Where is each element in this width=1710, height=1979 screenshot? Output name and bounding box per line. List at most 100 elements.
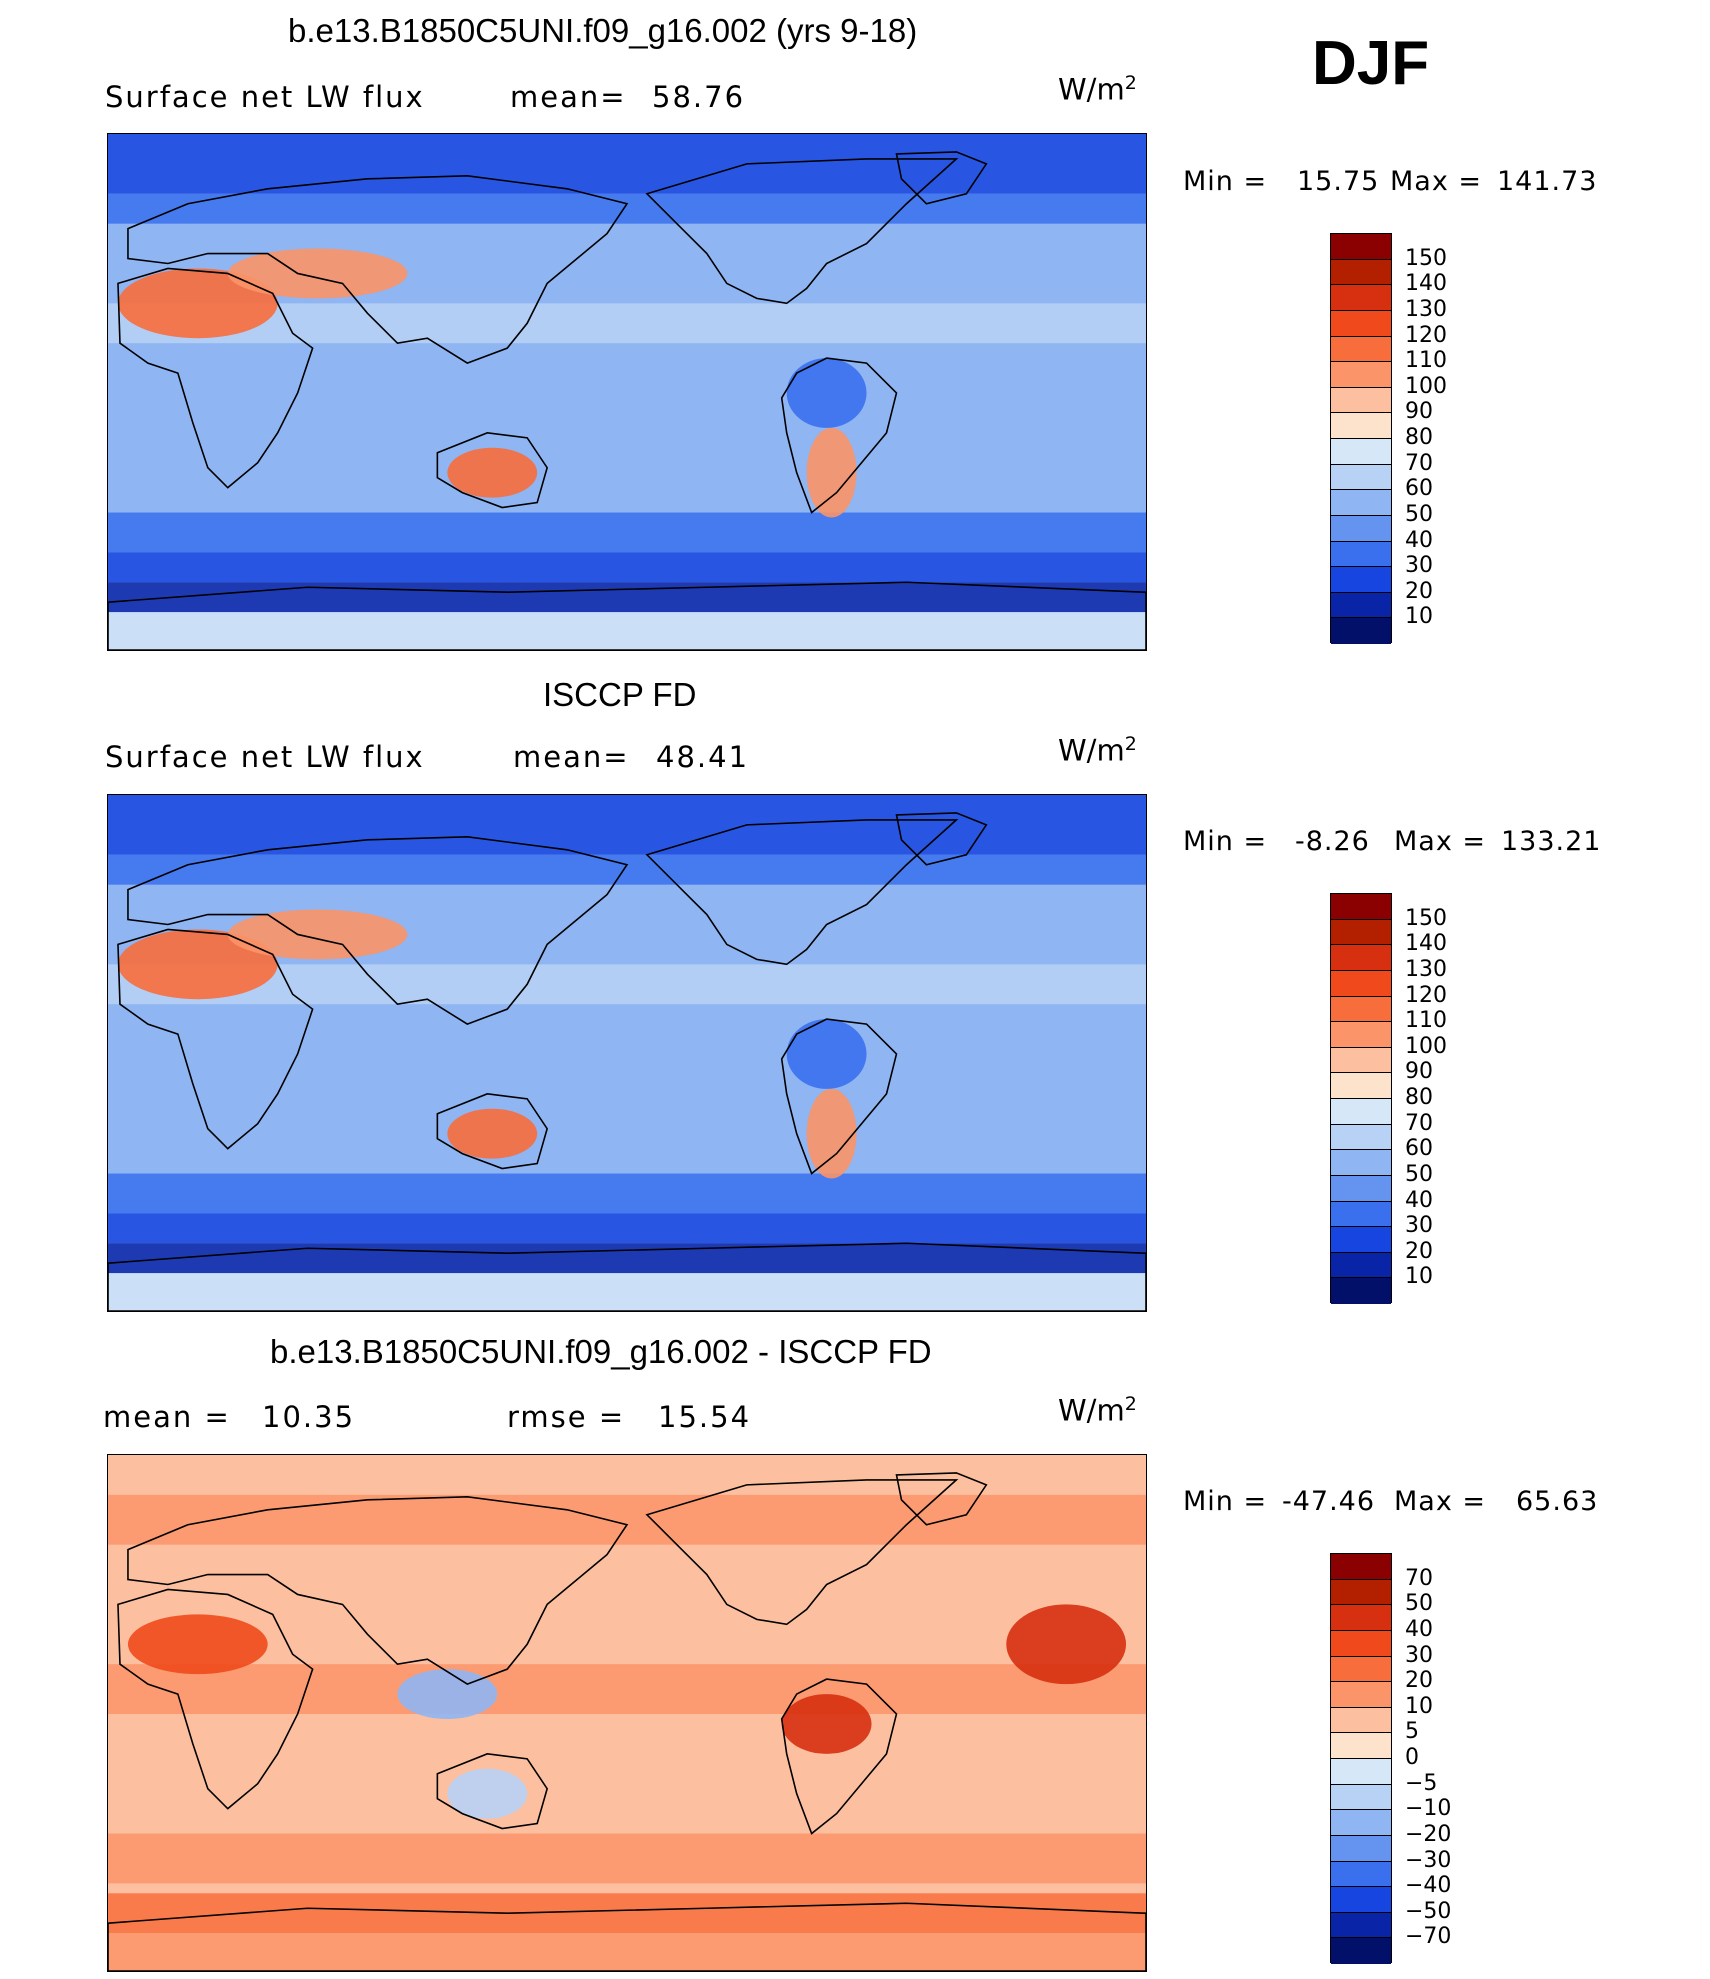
colorbar-swatch xyxy=(1331,490,1391,516)
colorbar-swatch xyxy=(1331,1835,1391,1862)
panel3-title: b.e13.B1850C5UNI.f09_g16.002 - ISCCP FD xyxy=(270,1333,932,1370)
colorbar-swatch xyxy=(1331,1938,1391,1964)
colorbar-tick-label: 50 xyxy=(1405,1591,1433,1617)
colorbar-swatch xyxy=(1331,996,1391,1023)
colorbar-swatch xyxy=(1331,1656,1391,1683)
colorbar-swatch xyxy=(1331,1047,1391,1074)
colorbar-tick-label: 120 xyxy=(1405,322,1447,348)
colorbar-swatch xyxy=(1331,541,1391,568)
colorbar-swatch xyxy=(1331,970,1391,997)
colorbar-tick-label: 0 xyxy=(1405,1745,1419,1770)
colorbar-swatch xyxy=(1331,1630,1391,1657)
panel3-rmse-value: 15.54 xyxy=(658,1400,752,1434)
colorbar-tick-label: 150 xyxy=(1405,245,1447,271)
colorbar-tick-label: 90 xyxy=(1405,399,1433,425)
panel3-rmse-label: rmse = xyxy=(507,1400,626,1434)
colorbar-swatch xyxy=(1331,919,1391,946)
colorbar-tick-label: 110 xyxy=(1405,1008,1447,1034)
colorbar-swatch xyxy=(1331,1124,1391,1151)
colorbar-swatch xyxy=(1331,1682,1391,1708)
season-label: DJF xyxy=(1312,29,1430,98)
colorbar-tick-label: −5 xyxy=(1405,1770,1438,1796)
colorbar-swatch xyxy=(1331,1252,1391,1279)
panel3-max-label: Max = xyxy=(1394,1486,1487,1517)
panel1-units: W/m2 xyxy=(1058,72,1137,107)
colorbar-tick-label: −70 xyxy=(1405,1924,1452,1950)
panel1-min-label: Min = xyxy=(1183,166,1268,197)
colorbar-swatch xyxy=(1331,592,1391,619)
colorbar-swatch xyxy=(1331,1073,1391,1099)
colorbar-swatch xyxy=(1331,413,1391,439)
colorbar-swatch xyxy=(1331,1554,1391,1580)
colorbar-swatch xyxy=(1331,464,1391,491)
colorbar-swatch xyxy=(1331,234,1391,260)
panel1-max-label: Max = xyxy=(1390,166,1483,197)
colorbar-tick-label: −20 xyxy=(1405,1821,1452,1847)
panel3-units: W/m2 xyxy=(1058,1393,1137,1428)
colorbar-tick-label: 40 xyxy=(1405,1187,1433,1213)
colorbar-tick-label: 100 xyxy=(1405,1033,1447,1059)
colorbar-tick-label: 10 xyxy=(1405,1264,1433,1290)
colorbar-tick-label: 80 xyxy=(1405,425,1433,450)
colorbar-swatch xyxy=(1331,1707,1391,1734)
colorbar-swatch xyxy=(1331,1022,1391,1048)
colorbar-tick-label: 20 xyxy=(1405,1238,1433,1264)
colorbar-swatch xyxy=(1331,1784,1391,1811)
colorbar-swatch xyxy=(1331,387,1391,414)
panel2-mean-label: mean= xyxy=(513,740,630,774)
colorbar-tick-label: 140 xyxy=(1405,271,1447,297)
colorbar-tick-label: −40 xyxy=(1405,1873,1452,1899)
panel3-mean-label: mean = xyxy=(103,1400,231,1434)
colorbar-swatch xyxy=(1331,362,1391,388)
panel2-min-value: -8.26 xyxy=(1295,826,1370,857)
panel1-map xyxy=(107,133,1147,651)
panel2-mean-value: 48.41 xyxy=(656,740,750,774)
colorbar-tick-label: 10 xyxy=(1405,1693,1433,1719)
colorbar-swatch xyxy=(1331,285,1391,311)
panel1-max-value: 141.73 xyxy=(1497,166,1598,197)
colorbar-swatch xyxy=(1331,618,1391,644)
panel3-mean-value: 10.35 xyxy=(262,1400,356,1434)
panel3-map xyxy=(107,1454,1147,1972)
colorbar-swatch xyxy=(1331,1810,1391,1836)
panel2-colorbar xyxy=(1330,893,1392,1304)
colorbar-tick-label: 140 xyxy=(1405,931,1447,957)
colorbar-tick-label: 150 xyxy=(1405,905,1447,931)
colorbar-tick-label: 30 xyxy=(1405,553,1433,579)
panel2-map xyxy=(107,794,1147,1312)
colorbar-tick-label: 30 xyxy=(1405,1642,1433,1668)
colorbar-tick-label: 110 xyxy=(1405,348,1447,374)
colorbar-tick-label: 30 xyxy=(1405,1213,1433,1239)
panel1-mean-label: mean= xyxy=(510,80,627,114)
colorbar-tick-label: 40 xyxy=(1405,1616,1433,1642)
colorbar-swatch xyxy=(1331,1759,1391,1785)
colorbar-swatch xyxy=(1331,515,1391,542)
panel3-colorbar xyxy=(1330,1553,1392,1964)
colorbar-tick-label: 20 xyxy=(1405,1668,1433,1694)
colorbar-swatch xyxy=(1331,1861,1391,1888)
panel3-min-value: -47.46 xyxy=(1282,1486,1376,1517)
colorbar-swatch xyxy=(1331,894,1391,920)
colorbar-swatch xyxy=(1331,259,1391,286)
colorbar-swatch xyxy=(1331,1579,1391,1606)
panel2-title: ISCCP FD xyxy=(543,676,697,713)
colorbar-tick-label: 20 xyxy=(1405,578,1433,604)
colorbar-tick-label: −50 xyxy=(1405,1898,1452,1924)
colorbar-swatch xyxy=(1331,1099,1391,1125)
colorbar-tick-label: 60 xyxy=(1405,476,1433,502)
colorbar-tick-label: 50 xyxy=(1405,1161,1433,1187)
panel1-min-value: 15.75 xyxy=(1297,166,1380,197)
panel2-max-value: 133.21 xyxy=(1501,826,1602,857)
colorbar-swatch xyxy=(1331,1605,1391,1631)
colorbar-tick-label: 10 xyxy=(1405,604,1433,630)
colorbar-swatch xyxy=(1331,1912,1391,1939)
colorbar-tick-label: 120 xyxy=(1405,982,1447,1008)
colorbar-tick-label: 60 xyxy=(1405,1136,1433,1162)
panel1-mean-value: 58.76 xyxy=(652,80,746,114)
colorbar-tick-label: −30 xyxy=(1405,1847,1452,1873)
panel1-variable-label: Surface net LW flux xyxy=(105,80,425,114)
panel2-min-label: Min = xyxy=(1183,826,1268,857)
colorbar-swatch xyxy=(1331,1278,1391,1304)
colorbar-swatch xyxy=(1331,336,1391,363)
colorbar-swatch xyxy=(1331,1227,1391,1253)
